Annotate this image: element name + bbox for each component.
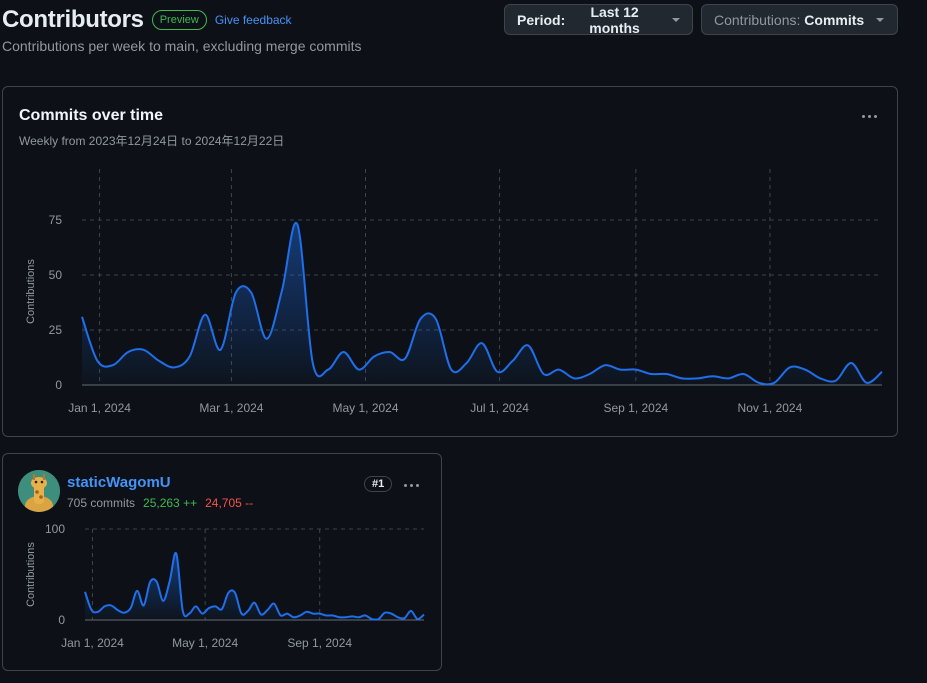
period-label: Period: xyxy=(517,11,566,28)
series-area xyxy=(85,552,424,620)
rank-badge: #1 xyxy=(364,476,393,492)
page-header: Contributors Preview Give feedback Contr… xyxy=(2,6,927,66)
page-title: Contributors xyxy=(2,6,144,33)
x-tick-label: Nov 1, 2024 xyxy=(738,401,803,415)
deletions-count: 24,705 -- xyxy=(205,496,254,510)
x-tick-label: Sep 1, 2024 xyxy=(287,636,352,650)
commits-over-time-card: Commits over time Weekly from 2023年12月24… xyxy=(2,86,898,437)
x-tick-label: Jul 1, 2024 xyxy=(470,401,529,415)
x-tick-label: Jan 1, 2024 xyxy=(61,636,124,650)
x-tick-label: May 1, 2024 xyxy=(332,401,398,415)
contributor-stats: 705 commits 25,263 ++ 24,705 -- xyxy=(67,496,253,510)
y-axis-label: Contributions xyxy=(25,542,37,607)
giraffe-avatar-icon xyxy=(18,470,60,512)
y-tick-label: 0 xyxy=(55,378,62,392)
page-subtitle: Contributions per week to main, excludin… xyxy=(2,38,362,54)
chevron-down-icon xyxy=(672,17,680,22)
give-feedback-link[interactable]: Give feedback xyxy=(214,13,292,27)
contributor-name-link[interactable]: staticWagomU xyxy=(67,474,171,491)
avatar[interactable] xyxy=(18,470,60,512)
additions-count: 25,263 ++ xyxy=(143,496,198,510)
y-tick-label: 50 xyxy=(49,268,63,282)
kebab-menu-icon[interactable] xyxy=(858,111,881,122)
y-tick-label: 0 xyxy=(58,613,65,627)
contributions-dropdown-button[interactable]: Contributions: Commits xyxy=(701,4,898,35)
chart-title: Commits over time xyxy=(19,107,164,124)
y-tick-label: 100 xyxy=(45,522,65,536)
x-tick-label: Jan 1, 2024 xyxy=(68,401,131,415)
title-row: Contributors Preview Give feedback xyxy=(2,6,927,34)
y-axis-label: Contributions xyxy=(25,259,37,324)
contributor-card: staticWagomU 705 commits 25,263 ++ 24,70… xyxy=(2,453,442,671)
contributions-value: Commits xyxy=(804,11,865,28)
period-value: Last 12 months xyxy=(589,3,640,36)
contributor-chart: 0 100 Jan 1, 2024 May 1, 2024 Sep 1, 2024 Con… xyxy=(25,522,425,650)
contributions-label: Contributions: xyxy=(714,11,801,28)
kebab-menu-icon[interactable] xyxy=(400,480,423,491)
commit-count: 705 commits xyxy=(67,496,136,510)
x-tick-label: Mar 1, 2024 xyxy=(199,401,263,415)
x-tick-label: Sep 1, 2024 xyxy=(603,401,668,415)
x-tick-label: May 1, 2024 xyxy=(172,636,238,650)
y-tick-label: 25 xyxy=(49,323,63,337)
series-line xyxy=(84,551,425,621)
y-tick-label: 75 xyxy=(49,213,63,227)
series-line xyxy=(81,221,883,386)
commits-chart: 0 25 50 75 Jan 1, 2024 Mar 1, 2024 May 1, 2024… xyxy=(25,169,883,415)
chart-subtitle: Weekly from 2023年12月24日 to 2024年12月22日 xyxy=(19,134,285,148)
chevron-down-icon xyxy=(876,17,885,22)
period-dropdown-button[interactable]: Period: Last 12 months xyxy=(504,3,693,36)
preview-badge: Preview xyxy=(151,10,207,30)
series-area xyxy=(82,222,882,385)
